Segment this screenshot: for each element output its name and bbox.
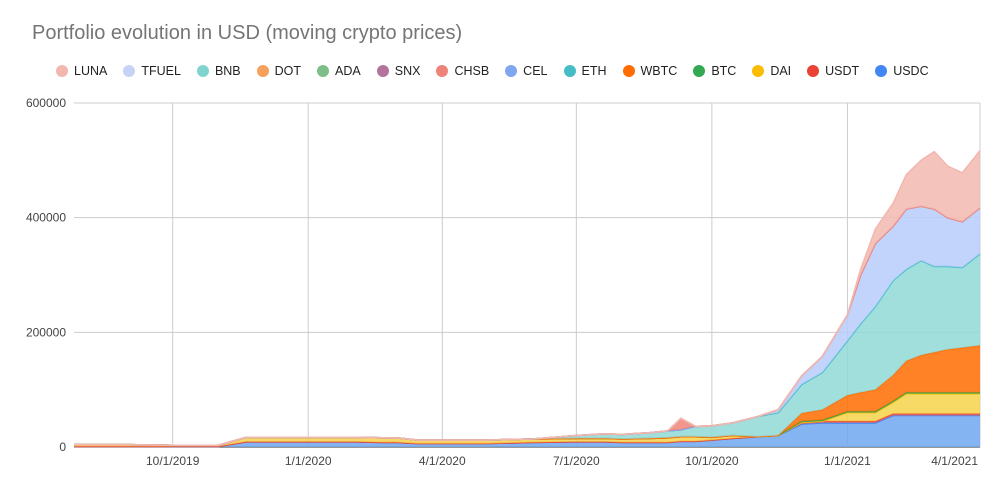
area-usdt bbox=[74, 413, 980, 447]
legend-label: USDT bbox=[825, 64, 860, 78]
legend-swatch bbox=[123, 65, 136, 77]
legend-label: ETH bbox=[581, 64, 607, 78]
legend-swatch bbox=[505, 65, 518, 77]
legend-item-eth: ETH bbox=[563, 64, 607, 78]
legend-item-dot: DOT bbox=[256, 64, 302, 78]
legend-item-wbtc: WBTC bbox=[622, 64, 678, 78]
legend-swatch bbox=[56, 65, 68, 77]
x-tick-label: 4/1/2020 bbox=[419, 454, 466, 468]
legend-label: ADA bbox=[335, 64, 361, 78]
legend-label: CHSB bbox=[454, 64, 490, 78]
legend-label: SNX bbox=[394, 64, 421, 78]
legend-item-dai: DAI bbox=[752, 64, 791, 78]
legend-label: WBTC bbox=[640, 64, 678, 78]
legend-item-chsb: CHSB bbox=[436, 64, 489, 78]
legend-label: BNB bbox=[214, 64, 241, 78]
y-tick-label: 200000 bbox=[26, 325, 66, 339]
legend-item-usdt: USDT bbox=[807, 64, 859, 78]
legend-swatch bbox=[376, 65, 389, 77]
legend-label: DOT bbox=[274, 64, 302, 78]
legend-item-luna: LUNA bbox=[56, 64, 107, 78]
legend-item-cel: CEL bbox=[505, 64, 548, 78]
legend-label: TFUEL bbox=[141, 64, 181, 78]
legend-label: DAI bbox=[770, 64, 792, 78]
legend-label: LUNA bbox=[74, 64, 108, 78]
legend-swatch bbox=[196, 65, 209, 77]
legend-swatch bbox=[807, 65, 820, 77]
legend-item-ada: ADA bbox=[317, 64, 361, 78]
y-tick-label: 400000 bbox=[26, 211, 66, 225]
legend-item-btc: BTC bbox=[693, 64, 736, 78]
chart-title: Portfolio evolution in USD (moving crypt… bbox=[32, 22, 463, 44]
legend-label: USDC bbox=[893, 64, 929, 78]
legend-swatch bbox=[563, 65, 576, 77]
legend-item-bnb: BNB bbox=[196, 64, 241, 78]
legend-swatch bbox=[436, 65, 449, 77]
chart-legend: LUNA TFUEL BNB DOT ADA SNX CHSB CEL ETH WBTC BTC DA… bbox=[56, 64, 945, 78]
line-luna bbox=[74, 150, 981, 447]
legend-swatch bbox=[875, 65, 888, 77]
legend-swatch bbox=[752, 65, 765, 77]
area-usdc bbox=[74, 415, 980, 447]
legend-label: CEL bbox=[523, 64, 548, 78]
y-tick-label: 0 bbox=[59, 440, 66, 454]
x-tick-label: 4/1/2021 bbox=[931, 454, 978, 468]
legend-item-tfuel: TFUEL bbox=[123, 64, 181, 78]
legend-swatch bbox=[622, 65, 635, 77]
x-tick-label: 1/1/2021 bbox=[824, 454, 871, 468]
x-tick-label: 1/1/2020 bbox=[285, 454, 332, 468]
y-tick-label: 600000 bbox=[26, 96, 66, 110]
x-tick-label: 7/1/2020 bbox=[553, 454, 600, 468]
legend-swatch bbox=[693, 65, 706, 77]
x-tick-label: 10/1/2019 bbox=[146, 454, 200, 468]
x-tick-label: 10/1/2020 bbox=[685, 454, 739, 468]
legend-swatch bbox=[317, 65, 330, 77]
legend-item-usdc: USDC bbox=[875, 64, 929, 78]
legend-swatch bbox=[256, 65, 269, 77]
legend-item-snx: SNX bbox=[376, 64, 421, 78]
legend-label: BTC bbox=[711, 64, 737, 78]
